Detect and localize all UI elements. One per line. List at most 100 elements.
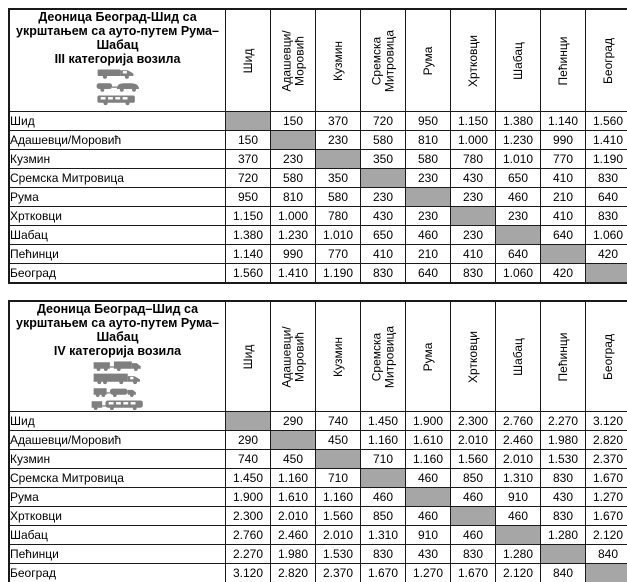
price-cell: 910	[495, 487, 541, 507]
column-header-label: Београд	[600, 333, 615, 380]
table-row: Сремска Митровица 1.450 1.160 710 460 850 1.31…	[8, 468, 627, 488]
price-cell: 2.010	[450, 430, 496, 450]
price-cell: 740	[225, 449, 271, 469]
price-cell: 2.820	[270, 563, 316, 582]
price-cell: 780	[450, 149, 496, 169]
bus-trailer-icon	[90, 398, 145, 411]
column-header-label: Рума	[420, 342, 435, 371]
price-cell: 1.160	[360, 430, 406, 450]
price-cell: 230	[495, 206, 541, 226]
price-cell: 430	[405, 544, 451, 564]
price-cell: 810	[405, 130, 451, 150]
table-body: Шид 150 370 720 950 1.150 1.380 1.140 1.560 Адаше…	[8, 111, 627, 284]
price-cell: 2.120	[495, 563, 541, 582]
column-header: Хртковци	[450, 8, 496, 112]
column-header-label: Хртковци	[465, 34, 480, 87]
van-icon	[96, 67, 138, 80]
price-cell: 810	[270, 187, 316, 207]
price-cell: 2.370	[585, 449, 627, 469]
price-cell: 1.610	[270, 487, 316, 507]
price-cell: 1.280	[495, 544, 541, 564]
price-cell: 1.900	[405, 411, 451, 431]
diagonal-cell	[585, 263, 627, 284]
minibus-icon	[95, 93, 141, 106]
price-cell: 640	[585, 187, 627, 207]
price-cell: 1.160	[315, 487, 361, 507]
price-cell: 2.460	[270, 525, 316, 545]
diagonal-cell	[540, 544, 586, 564]
price-cell: 1.140	[540, 111, 586, 131]
row-label: Кузмин	[8, 449, 226, 469]
column-header: Кузмин	[315, 300, 361, 412]
price-cell: 640	[495, 244, 541, 264]
price-cell: 950	[225, 187, 271, 207]
price-cell: 460	[405, 468, 451, 488]
column-header-label: Пећинци	[555, 332, 570, 381]
column-header-label: Шабац	[510, 41, 525, 80]
diagonal-cell	[540, 244, 586, 264]
row-label: Шид	[8, 111, 226, 131]
price-cell: 1.190	[585, 149, 627, 169]
price-cell: 2.270	[225, 544, 271, 564]
table-row: Кузмин 740 450 710 1.160 1.560 2.010 1.530 2.370	[8, 449, 627, 469]
price-cell: 1.450	[225, 468, 271, 488]
toll-table-category-3: Деоница Београд-Шид са укрштањем са ауто…	[8, 8, 627, 284]
price-cell: 1.150	[225, 206, 271, 226]
price-cell: 230	[405, 206, 451, 226]
price-cell: 1.560	[225, 263, 271, 284]
diagonal-cell	[315, 149, 361, 169]
price-cell: 1.900	[225, 487, 271, 507]
price-cell: 210	[540, 187, 586, 207]
price-cell: 2.760	[495, 411, 541, 431]
row-label: Београд	[8, 563, 226, 582]
price-cell: 2.760	[225, 525, 271, 545]
price-cell: 1.670	[360, 563, 406, 582]
price-cell: 150	[270, 111, 316, 131]
diagonal-cell	[225, 111, 271, 131]
table-row: Хртковци 2.300 2.010 1.560 850 460 460 830 1.670	[8, 506, 627, 526]
price-cell: 1.410	[585, 130, 627, 150]
price-cell: 830	[450, 263, 496, 284]
price-cell: 580	[270, 168, 316, 188]
column-header: Кузмин	[315, 8, 361, 112]
diagonal-cell	[315, 449, 361, 469]
column-header-label: Шид	[240, 344, 255, 369]
column-header-label: Кузмин	[330, 336, 345, 377]
price-cell: 1.450	[360, 411, 406, 431]
table-title: Деоница Београд-Шид са укрштањем са ауто…	[16, 10, 219, 66]
diagonal-cell	[270, 130, 316, 150]
price-cell: 420	[540, 263, 586, 284]
price-cell: 1.280	[540, 525, 586, 545]
row-label: Кузмин	[8, 149, 226, 169]
price-cell: 2.010	[495, 449, 541, 469]
price-cell: 1.560	[315, 506, 361, 526]
row-label: Адашевци/Моровић	[8, 430, 226, 450]
column-header-label: Сремска Митровица	[369, 29, 397, 92]
price-cell: 840	[585, 544, 627, 564]
diagonal-cell	[450, 506, 496, 526]
price-cell: 460	[450, 525, 496, 545]
price-cell: 1.060	[585, 225, 627, 245]
price-cell: 850	[450, 468, 496, 488]
column-header-label: Шид	[240, 48, 255, 73]
price-cell: 1.060	[495, 263, 541, 284]
price-cell: 430	[360, 206, 406, 226]
price-cell: 580	[360, 130, 406, 150]
truck-tanker-icon	[92, 385, 142, 398]
price-cell: 830	[360, 263, 406, 284]
price-cell: 1.230	[270, 225, 316, 245]
row-label: Сремска Митровица	[8, 168, 226, 188]
column-header-label: Пећинци	[555, 36, 570, 85]
price-cell: 580	[405, 149, 451, 169]
price-cell: 210	[405, 244, 451, 264]
price-cell: 1.160	[270, 468, 316, 488]
price-cell: 830	[585, 168, 627, 188]
price-cell: 410	[450, 244, 496, 264]
column-header: Хртковци	[450, 300, 496, 412]
price-cell: 1.010	[495, 149, 541, 169]
price-cell: 1.410	[270, 263, 316, 284]
price-cell: 460	[450, 487, 496, 507]
price-cell: 1.270	[585, 487, 627, 507]
price-cell: 640	[405, 263, 451, 284]
